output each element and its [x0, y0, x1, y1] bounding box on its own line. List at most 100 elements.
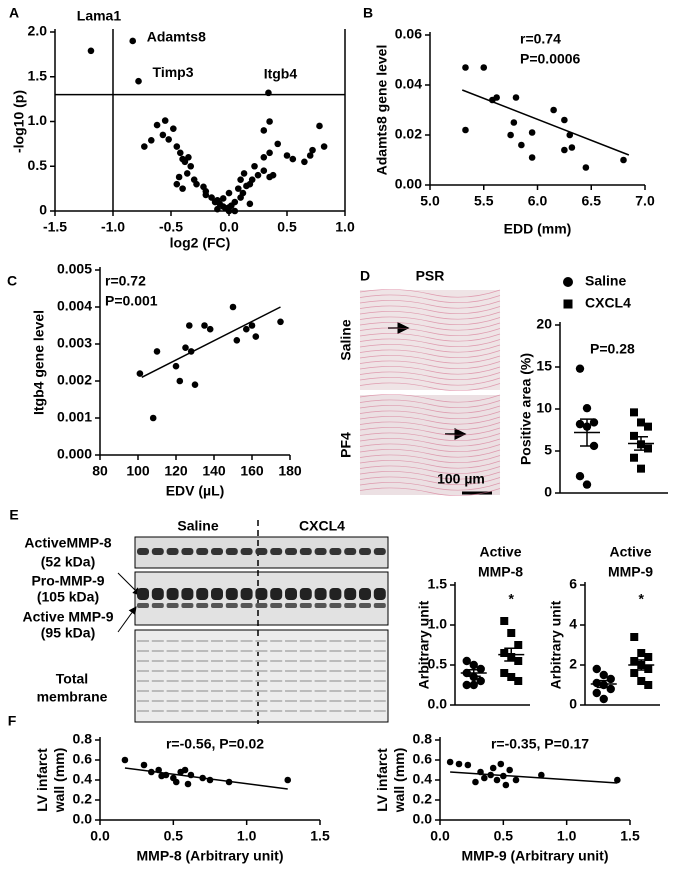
- blot-band: [196, 650, 209, 652]
- blot-band: [225, 603, 238, 608]
- blot-band: [285, 588, 297, 600]
- point: [248, 322, 256, 329]
- image-header: PSR: [416, 268, 445, 284]
- y-tick-label: 0.2: [73, 791, 93, 807]
- blot-band: [225, 588, 238, 600]
- blot-band: [151, 710, 164, 712]
- fiber: [359, 305, 501, 315]
- stat-label: r=0.72: [105, 273, 146, 289]
- point: [455, 760, 463, 768]
- point: [510, 119, 518, 126]
- blot-band: [344, 640, 357, 642]
- point: [637, 677, 646, 685]
- blot-band: [299, 710, 312, 712]
- blot-band: [270, 690, 283, 692]
- y-axis-label: Arbitrary unit: [416, 600, 432, 689]
- point: [476, 676, 485, 686]
- blot-band: [255, 588, 268, 600]
- point: [507, 131, 514, 139]
- blot-band: [329, 660, 342, 662]
- blot-band: [166, 690, 179, 692]
- y-tick-label: 2.0: [28, 23, 48, 39]
- blot-band: [137, 690, 149, 692]
- x-tick-label: 6.5: [582, 193, 602, 209]
- point: [140, 761, 148, 769]
- point: [528, 154, 536, 161]
- blot-band: [181, 660, 194, 662]
- blot-band: [285, 640, 297, 642]
- point: [149, 414, 157, 422]
- blot-band: [359, 710, 371, 712]
- point: [582, 403, 592, 413]
- point: [512, 94, 520, 101]
- x-tick-label: 0.0: [90, 828, 110, 844]
- point: [497, 760, 505, 768]
- blot-band: [181, 710, 194, 712]
- point: [637, 464, 645, 473]
- y-tick-label: 0.004: [57, 298, 92, 314]
- blot-band: [166, 650, 179, 652]
- blot-band: [137, 700, 149, 702]
- point: [183, 170, 191, 177]
- blot-band: [359, 548, 371, 555]
- blot-band: [329, 700, 342, 702]
- y-axis-label: Itgb4 gene level: [31, 310, 47, 415]
- blot-band: [240, 650, 253, 652]
- point: [136, 370, 144, 377]
- blot-band: [137, 603, 149, 608]
- y-tick-label: 0.6: [73, 751, 93, 767]
- blot-band: [329, 548, 342, 555]
- point: [153, 348, 161, 355]
- blot-band: [299, 640, 312, 642]
- blot-band: [329, 680, 342, 682]
- point: [165, 136, 172, 143]
- point: [502, 781, 510, 789]
- panel-letter: F: [8, 713, 17, 729]
- fiber: [359, 300, 501, 309]
- x-tick-label: 5.0: [420, 193, 440, 209]
- stat-label: r=-0.56, P=0.02: [166, 736, 264, 752]
- blot-band: [373, 588, 386, 600]
- point: [592, 664, 601, 674]
- annotation: Lama1: [77, 7, 122, 23]
- x-axis-label: MMP-9 (Arbitrary unit): [462, 848, 609, 864]
- y-tick-label: 2: [569, 656, 577, 672]
- y-tick-label: 10: [536, 400, 552, 416]
- y-tick-label: 0.0: [413, 811, 433, 827]
- blot-band: [151, 588, 164, 600]
- blot-band: [255, 700, 268, 702]
- blot-band: [285, 670, 297, 672]
- fiber: [359, 366, 501, 375]
- blot-band: [166, 700, 179, 702]
- blot-band: [285, 660, 297, 662]
- point: [493, 776, 501, 784]
- blot-band: [314, 680, 327, 682]
- point: [237, 176, 244, 183]
- fiber: [359, 349, 501, 359]
- x-tick-label: 6.0: [528, 193, 548, 209]
- point: [239, 189, 247, 197]
- point: [320, 143, 328, 150]
- x-tick-label: 0.5: [277, 219, 297, 235]
- x-axis-label: log2 (FC): [170, 235, 231, 251]
- blot-band: [181, 603, 194, 608]
- blot-band: [329, 640, 342, 642]
- band-label: (52 kDa): [41, 554, 95, 570]
- fiber: [359, 327, 501, 337]
- point: [500, 617, 509, 625]
- blot-band: [373, 548, 386, 555]
- chart-title: Active: [479, 544, 521, 560]
- point: [231, 198, 239, 206]
- point: [173, 180, 181, 188]
- group-label: Saline: [177, 518, 218, 534]
- blot-band: [285, 680, 297, 682]
- blot-band: [166, 670, 179, 672]
- stat-label: P=0.28: [590, 341, 635, 357]
- chart-title: MMP-8: [478, 564, 523, 580]
- x-tick-label: 1.0: [557, 828, 577, 844]
- band-label: membrane: [37, 689, 108, 705]
- blot-band: [211, 700, 223, 702]
- point: [121, 756, 129, 764]
- blot-band: [373, 670, 386, 672]
